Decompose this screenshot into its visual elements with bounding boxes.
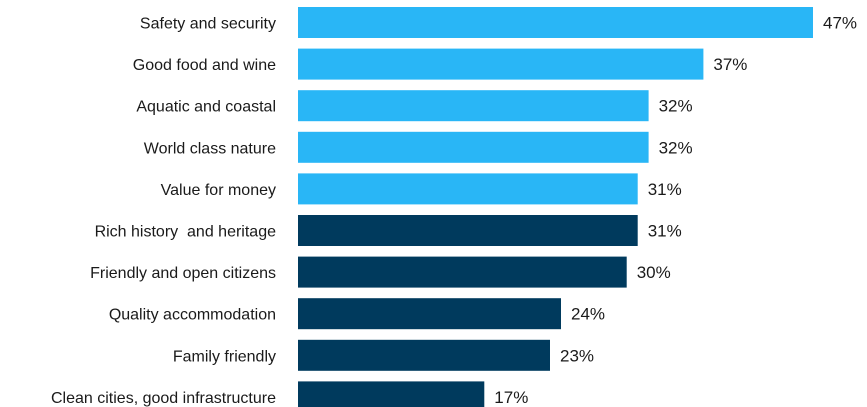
value-label-3: 32% <box>659 138 693 157</box>
bar-1 <box>298 48 704 80</box>
bar-3 <box>298 131 649 163</box>
bar-8 <box>298 339 550 371</box>
category-label-4: Value for money <box>161 182 276 199</box>
value-label-8: 23% <box>560 346 594 365</box>
value-label-5: 31% <box>648 222 682 241</box>
category-label-5: Rich history and heritage <box>95 224 277 241</box>
category-label-1: Good food and wine <box>133 57 276 74</box>
category-label-6: Friendly and open citizens <box>90 265 276 282</box>
category-labels: Safety and security Good food and wine Aqu… <box>51 16 276 407</box>
category-label-2: Aquatic and coastal <box>136 99 276 116</box>
bar-4 <box>298 173 638 205</box>
bar-9 <box>298 381 485 407</box>
bar-0 <box>298 7 813 38</box>
value-label-0: 47% <box>823 14 857 33</box>
value-labels: 47% 37% 32% 32% 31% 31% 30% 24% 23% 17% <box>494 14 857 407</box>
category-label-8: Family friendly <box>173 348 276 365</box>
bar-5 <box>298 215 638 246</box>
bar-2 <box>298 90 649 122</box>
bar-6 <box>298 256 627 288</box>
category-label-7: Quality accommodation <box>109 307 276 324</box>
category-label-9: Clean cities, good infrastructure <box>51 390 276 407</box>
category-label-0: Safety and security <box>140 16 276 33</box>
value-label-9: 17% <box>494 388 528 407</box>
value-label-7: 24% <box>571 305 605 324</box>
bars <box>298 7 813 407</box>
bar-7 <box>298 298 561 330</box>
value-label-6: 30% <box>637 263 671 282</box>
category-label-3: World class nature <box>144 140 276 157</box>
value-label-1: 37% <box>713 55 747 74</box>
value-label-2: 32% <box>659 97 693 116</box>
value-label-4: 31% <box>648 180 682 199</box>
